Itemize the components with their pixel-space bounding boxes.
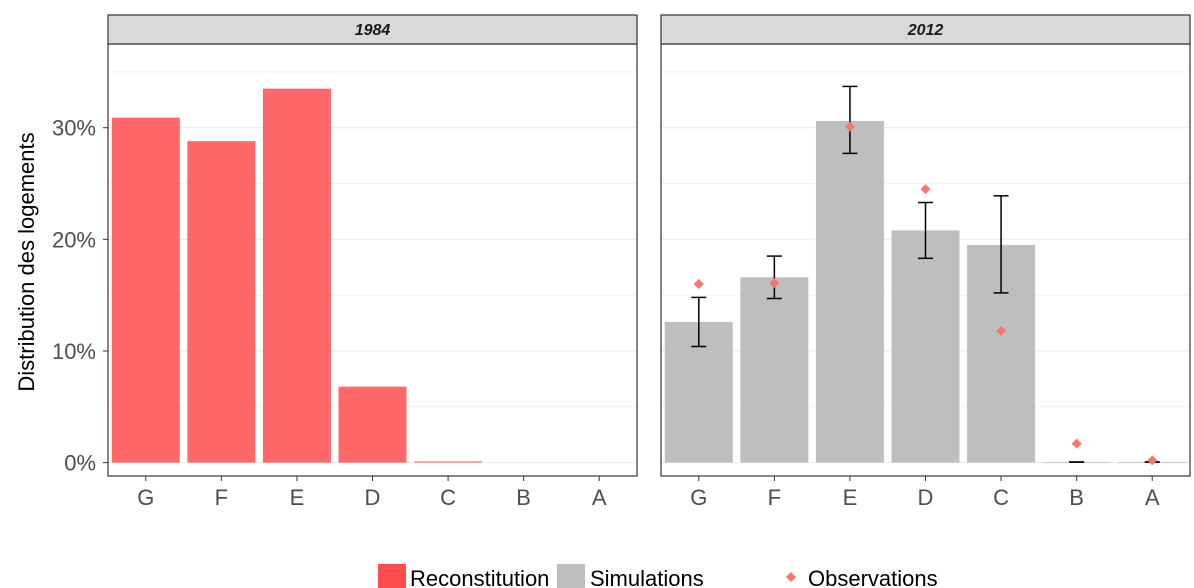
bar-simulations-E (815, 121, 884, 463)
y-tick-label: 20% (52, 227, 96, 252)
x-tick-label: G (137, 485, 154, 510)
x-tick-label: B (516, 485, 531, 510)
x-tick-label: A (1145, 485, 1160, 510)
legend-label: Simulations (590, 566, 704, 588)
bar-simulations-F (740, 277, 809, 463)
point-observations-D (920, 184, 931, 195)
y-tick-label: 0% (64, 451, 96, 476)
x-tick-label: C (993, 485, 1009, 510)
bar-reconstitution-E (262, 88, 331, 463)
x-tick-label: D (365, 485, 381, 510)
legend-item-simulations: Simulations (557, 564, 704, 588)
x-tick-label: E (843, 485, 858, 510)
point-observations-F (769, 277, 780, 288)
legend-item-observations: Observations (786, 566, 938, 588)
x-tick-label: A (592, 485, 607, 510)
legend-swatch (557, 564, 585, 588)
legend-item-reconstitution: Reconstitution (378, 564, 549, 588)
y-axis-title: Distribution des logements (14, 132, 39, 391)
legend-swatch (378, 564, 406, 588)
panel-1984: 1984 G F E D C B A (107, 14, 638, 510)
bar-reconstitution-F (187, 141, 256, 463)
facet-strip-label: 1984 (355, 22, 391, 39)
point-observations-C (996, 325, 1007, 336)
x-tick-label: D (918, 485, 934, 510)
x-tick-label: F (768, 485, 781, 510)
panel-2012: 2012 G F E D C B A (660, 14, 1191, 510)
bar-reconstitution-D (338, 386, 407, 463)
x-tick-label: B (1069, 485, 1084, 510)
point-observations-E (844, 121, 855, 132)
point-observations-A (1147, 455, 1158, 466)
facet-strip (660, 14, 1191, 45)
facet-strip-label: 2012 (907, 22, 944, 39)
legend-symbol-diamond (786, 572, 796, 582)
legend: Reconstitution Simulations Observations (378, 564, 938, 588)
y-tick-label: 10% (52, 339, 96, 364)
point-observations-B (1071, 438, 1082, 449)
legend-label: Observations (808, 566, 938, 588)
bar-simulations-D (891, 230, 960, 463)
facet-strip (107, 14, 638, 45)
x-tick-label: E (290, 485, 305, 510)
bar-reconstitution-C (414, 461, 483, 463)
legend-label: Reconstitution (410, 566, 549, 588)
x-tick-label: G (690, 485, 707, 510)
bar-reconstitution-G (111, 117, 180, 463)
y-tick-label: 30% (52, 116, 96, 141)
chart-panels: 0% 10% 20% 30% 1984 G F E D C B A 2012 G F E D C B A (52, 14, 1191, 510)
point-observations-G (693, 279, 704, 289)
x-tick-label: F (215, 485, 228, 510)
x-tick-label: C (440, 485, 456, 510)
